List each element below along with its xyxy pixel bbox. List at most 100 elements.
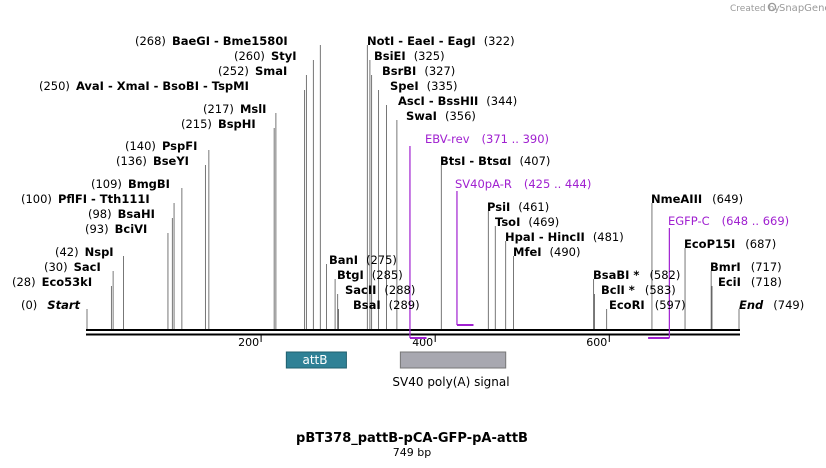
label-PspFI[interactable]: (140) PspFI xyxy=(125,139,197,153)
svg-text:(93)BciVI: (93) BciVI xyxy=(85,222,147,236)
label-BseYI[interactable]: (136) BseYI xyxy=(116,154,189,168)
label-PsiI[interactable]: PsiI (461) xyxy=(487,200,549,214)
plasmid-title: pBT378_pattB-pCA-GFP-pA-attB xyxy=(296,431,528,446)
label-NspI[interactable]: (42) NspI xyxy=(55,245,114,259)
feature-attB[interactable]: attB xyxy=(285,351,347,369)
svg-text:(215)BspHI: (215) BspHI xyxy=(181,117,256,131)
axis-tick-label: 400 xyxy=(412,336,433,349)
label-MslI[interactable]: (217) MslI xyxy=(203,102,266,116)
right-labels: NotI - EaeI - EagI (322) BsiEI (325) BsrBI… xyxy=(329,34,804,312)
label-Start[interactable]: (0) Start xyxy=(21,298,81,312)
svg-text:AscI - BssHII(344): AscI - BssHII (344) xyxy=(398,94,517,108)
label-BsaHI[interactable]: (98) BsaHI xyxy=(88,207,155,221)
svg-text:HpaI - HincII(481): HpaI - HincII (481) xyxy=(505,230,624,244)
svg-text:(140)PspFI: (140) PspFI xyxy=(125,139,197,153)
label-BmgBI[interactable]: (109) BmgBI xyxy=(91,177,170,191)
feature-attB-label: attB xyxy=(303,353,328,367)
label-Eco53kI[interactable]: (28) Eco53kI xyxy=(12,275,92,289)
axis-tick-label: 200 xyxy=(238,336,259,349)
svg-text:MfeI(490): MfeI (490) xyxy=(513,245,580,259)
label-NotI-EaeI-EagI[interactable]: NotI - EaeI - EagI (322) xyxy=(367,34,515,48)
axis-ticks: 200 400 600 xyxy=(238,335,610,349)
label-EcoP15I[interactable]: EcoP15I (687) xyxy=(684,237,776,251)
label-BaeGI-Bme1580I[interactable]: (268) BaeGI - Bme1580I xyxy=(135,34,288,48)
svg-text:BsrBI(327): BsrBI (327) xyxy=(382,64,455,78)
label-BmrI[interactable]: BmrI (717) xyxy=(710,260,782,274)
axis-tick-label: 600 xyxy=(586,336,607,349)
credit-text: Created by xyxy=(730,4,780,14)
label-SacII[interactable]: SacII (288) xyxy=(345,283,415,297)
label-EGFP-C[interactable]: EGFP-C (648 .. 669) xyxy=(668,214,789,228)
label-MfeI[interactable]: MfeI (490) xyxy=(513,245,580,259)
label-BciVI[interactable]: (93) BciVI xyxy=(85,222,147,236)
svg-text:(217)MslI: (217) MslI xyxy=(203,102,266,116)
label-BsaBI[interactable]: BsaBI * (582) xyxy=(593,268,680,282)
label-BtgI[interactable]: BtgI (285) xyxy=(337,268,403,282)
label-StyI[interactable]: (260) StyI xyxy=(234,49,297,63)
label-PflFI-Tth111I[interactable]: (100) PflFI - Tth111I xyxy=(21,192,150,206)
svg-text:NotI - EaeI - EagI(322): NotI - EaeI - EagI (322) xyxy=(367,34,515,48)
label-EBV-rev[interactable]: EBV-rev (371 .. 390) xyxy=(425,132,549,146)
svg-text:(252)SmaI: (252) SmaI xyxy=(218,64,287,78)
label-NmeAIII[interactable]: NmeAIII (649) xyxy=(651,192,743,206)
label-EciI[interactable]: EciI (718) xyxy=(718,275,782,289)
feature-sv40-polya-label: SV40 poly(A) signal xyxy=(392,375,509,389)
label-SwaI[interactable]: SwaI (356) xyxy=(406,109,476,123)
label-SacI[interactable]: (30) SacI xyxy=(44,260,101,274)
label-AvaI-XmaI[interactable]: (250) AvaI - XmaI - BsoBI - TspMI xyxy=(39,79,249,93)
svg-text:EBV-rev(371 .. 390): EBV-rev (371 .. 390) xyxy=(425,132,549,146)
svg-text:(109)BmgBI: (109) BmgBI xyxy=(91,177,170,191)
svg-text:EciI(718): EciI (718) xyxy=(718,275,782,289)
svg-text:(250)AvaI - XmaI - BsoBI -: (250) AvaI - XmaI - BsoBI - TspMI xyxy=(39,79,249,93)
svg-text:BmrI(717): BmrI (717) xyxy=(710,260,782,274)
svg-text:(98)BsaHI: (98) BsaHI xyxy=(88,207,155,221)
svg-text:SwaI(356): SwaI (356) xyxy=(406,109,476,123)
svg-text:BsaI(289): BsaI (289) xyxy=(353,298,420,312)
svg-text:PsiI(461): PsiI (461) xyxy=(487,200,549,214)
svg-text:(0)Start: (0) Start xyxy=(21,298,81,312)
label-BspHI[interactable]: (215) BspHI xyxy=(181,117,256,131)
sequence-backbone xyxy=(86,329,740,336)
label-SmaI[interactable]: (252) SmaI xyxy=(218,64,287,78)
svg-text:(100)PflFI - Tth111I: (100) PflFI - Tth111I xyxy=(21,192,150,206)
svg-text:(30)SacI: (30) SacI xyxy=(44,260,101,274)
svg-text:SV40pA-R(425 .. 444): SV40pA-R (425 .. 444) xyxy=(455,177,591,191)
label-SV40pA-R[interactable]: SV40pA-R (425 .. 444) xyxy=(455,177,591,191)
leader-lines xyxy=(86,45,740,329)
svg-text:BsaBI *(582): BsaBI * (582) xyxy=(593,268,680,282)
svg-text:(42)NspI: (42) NspI xyxy=(55,245,114,259)
svg-text:BclI *(583): BclI * (583) xyxy=(601,283,676,297)
label-End[interactable]: End (749) xyxy=(739,298,804,312)
label-EcoRI[interactable]: EcoRI (597) xyxy=(609,298,686,312)
svg-text:SpeI(335): SpeI (335) xyxy=(390,79,458,93)
label-TsoI[interactable]: TsoI (469) xyxy=(495,215,559,229)
svg-text:SacII(288): SacII (288) xyxy=(345,283,415,297)
svg-text:(28)Eco53kI: (28) Eco53kI xyxy=(12,275,92,289)
label-BtsI-BtsaI[interactable]: BtsI - BtsαI (407) xyxy=(440,154,550,168)
label-SpeI[interactable]: SpeI (335) xyxy=(390,79,458,93)
svg-text:BsiEI(325): BsiEI (325) xyxy=(374,49,445,63)
svg-text:TsoI(469): TsoI (469) xyxy=(495,215,559,229)
svg-text:EcoRI(597): EcoRI (597) xyxy=(609,298,686,312)
label-HpaI-HincII[interactable]: HpaI - HincII (481) xyxy=(505,230,624,244)
svg-text:NmeAIII(649): NmeAIII (649) xyxy=(651,192,743,206)
plasmid-length: 749 bp xyxy=(393,446,431,459)
svg-text:BtsI - BtsαI(407): BtsI - BtsαI (407) xyxy=(440,154,550,168)
label-BsaI[interactable]: BsaI (289) xyxy=(353,298,420,312)
left-labels: (0) Start (28) Eco53kI (30) SacI (42) NspI (… xyxy=(12,34,297,312)
svg-text:End(749): End (749) xyxy=(739,298,804,312)
svg-text:(260)StyI: (260) StyI xyxy=(234,49,297,63)
svg-text:EGFP-C(648 .. 669): EGFP-C (648 .. 669) xyxy=(668,214,789,228)
svg-text:(268)BaeGI - Bme1580I: (268) BaeGI - Bme1580I xyxy=(135,34,288,48)
label-BanI[interactable]: BanI (275) xyxy=(329,253,397,267)
snapgene-logo-icon xyxy=(767,2,777,12)
primer-marks xyxy=(409,146,670,339)
label-BsrBI[interactable]: BsrBI (327) xyxy=(382,64,455,78)
label-AscI-BssHII[interactable]: AscI - BssHII (344) xyxy=(398,94,517,108)
label-BsiEI[interactable]: BsiEI (325) xyxy=(374,49,445,63)
label-BclI[interactable]: BclI * (583) xyxy=(601,283,676,297)
feature-sv40-polya[interactable]: SV40 poly(A) signal xyxy=(392,351,510,389)
svg-text:EcoP15I(687): EcoP15I (687) xyxy=(684,237,776,251)
